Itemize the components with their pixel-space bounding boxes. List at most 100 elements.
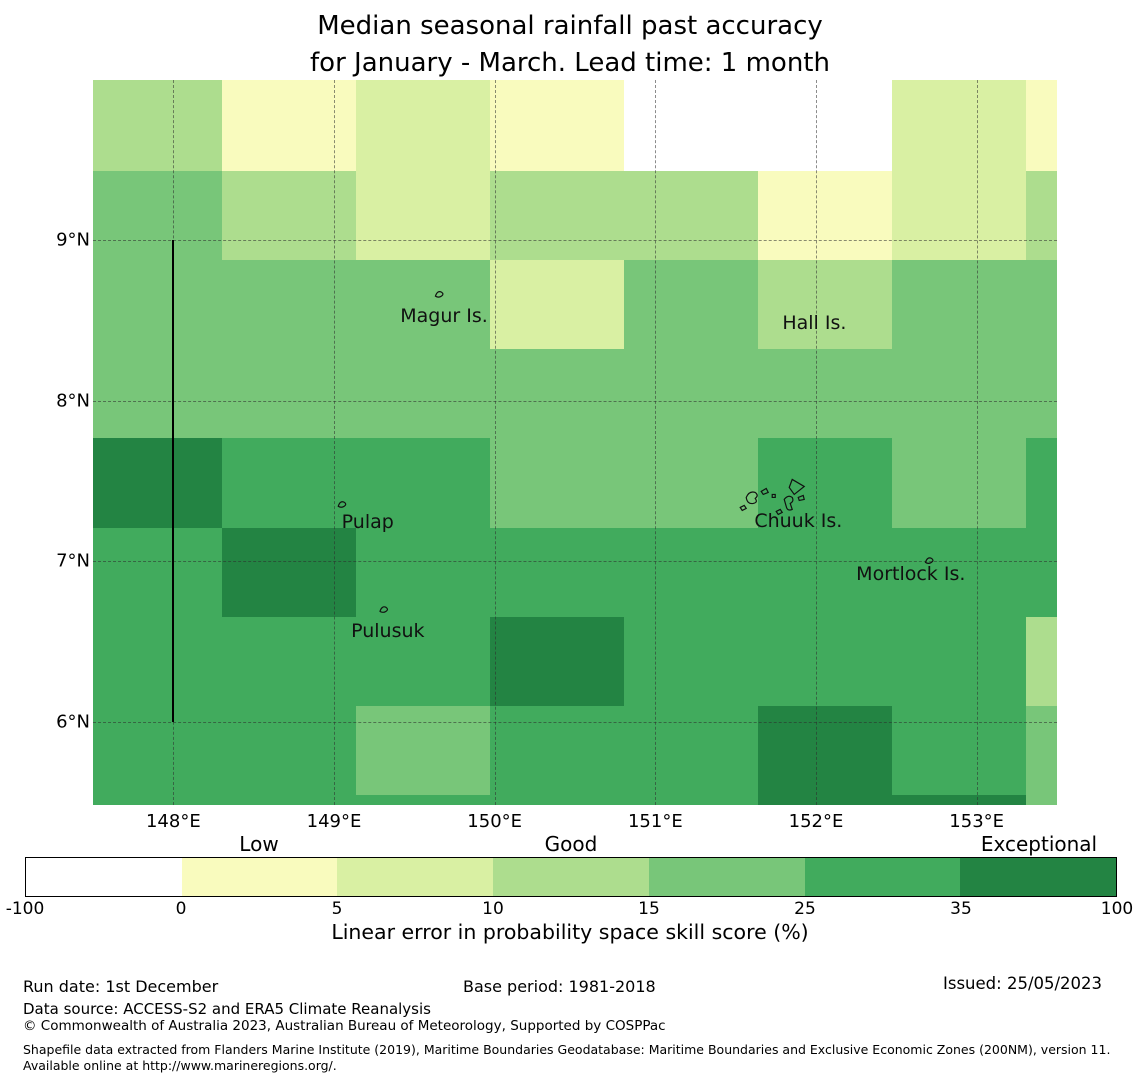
grid-cell: [489, 616, 624, 706]
grid-cell: [758, 171, 893, 261]
grid-cell: [624, 80, 759, 172]
colorbar-segment: [181, 858, 338, 896]
grid-cell: [892, 616, 1027, 706]
grid-cell: [758, 349, 893, 439]
grid-cell: [221, 438, 356, 528]
x-tick-label: 150°E: [467, 811, 523, 832]
grid-cell: [489, 80, 624, 172]
island-label: Pulap: [341, 510, 394, 533]
grid-cell: [624, 527, 759, 617]
data-source-text: Data source: ACCESS-S2 and ERA5 Climate …: [23, 1000, 431, 1018]
island-outlines: [337, 291, 934, 613]
colorbar-segment: [804, 858, 961, 896]
latitude-gridline: [93, 561, 1057, 563]
x-tick-label: 152°E: [788, 811, 844, 832]
base-period-text: Base period: 1981-2018: [463, 977, 656, 996]
grid-cell: [489, 349, 624, 439]
grid-cell: [93, 438, 222, 528]
grid-cell: [221, 171, 356, 261]
grid-cell: [758, 80, 893, 172]
grid-cell: [892, 260, 1027, 350]
grid-cell: [758, 527, 893, 617]
grid-cell: [758, 794, 893, 805]
colorbar-tick-label: 5: [331, 899, 343, 919]
grid-cell: [892, 527, 1027, 617]
grid-cell: [489, 438, 624, 528]
longitude-gridline: [816, 80, 817, 805]
grid-cell: [93, 794, 222, 805]
island-label: Mortlock Is.: [856, 563, 966, 586]
grid-cell: [221, 794, 356, 805]
issued-date-text: Issued: 25/05/2023: [943, 974, 1103, 993]
grid-cell: [1026, 794, 1057, 805]
colorbar-tick-label: 10: [482, 899, 504, 919]
grid-cell: [221, 80, 356, 172]
islet-outline: [379, 606, 389, 613]
grid-cell: [624, 260, 759, 350]
grid-cell: [1026, 80, 1057, 172]
x-tick-label: 149°E: [306, 811, 362, 832]
grid-cell: [624, 616, 759, 706]
island-label: Magur Is.: [400, 304, 488, 327]
chart-title: Median seasonal rainfall past accuracy f…: [0, 8, 1140, 82]
grid-cell: [355, 527, 490, 617]
colorbar-tick-label: 15: [638, 899, 660, 919]
islet-outline: [771, 493, 776, 499]
grid-cell: [624, 794, 759, 805]
islet-outline: [760, 487, 770, 496]
grid-cell: [355, 80, 490, 172]
grid-cell: [355, 171, 490, 261]
colorbar-tick-label: 35: [950, 899, 972, 919]
grid-cell: [221, 349, 356, 439]
latitude-gridline: [93, 240, 1057, 242]
colorbar-axis-label: Linear error in probability space skill …: [331, 920, 809, 944]
grid-cell: [93, 616, 222, 706]
colorbar-segment: [337, 858, 494, 896]
colorbar-tick-label: 100: [1100, 899, 1134, 919]
grid-cell: [624, 171, 759, 261]
map-plot-area: Magur Is. Hall Is. Pulap Chuuk Is. Mortlock …: [93, 80, 1057, 805]
y-tick-label: 6°N: [56, 711, 90, 733]
grid-cell: [93, 705, 222, 795]
grid-cell: [1026, 438, 1057, 528]
island-label: Chuuk Is.: [754, 510, 843, 533]
grid-cell: [758, 616, 893, 706]
island-outline: [745, 491, 758, 505]
latitude-gridline: [93, 721, 1057, 723]
x-tick-label: 151°E: [627, 811, 683, 832]
grid-cell: [355, 616, 490, 706]
longitude-gridline: [655, 80, 657, 805]
island-outline: [783, 495, 794, 511]
grid-cell: [624, 349, 759, 439]
grid-cell: [93, 527, 222, 617]
grid-cell: [221, 705, 356, 795]
grid-cell: [624, 705, 759, 795]
latitude-gridline: [93, 400, 1057, 402]
shapefile-attribution-text: Shapefile data extracted from Flanders M…: [23, 1042, 1111, 1073]
chart-title-line1: Median seasonal rainfall past accuracy: [317, 11, 823, 41]
x-tick-label: 153°E: [949, 811, 1005, 832]
grid-cell: [758, 260, 893, 350]
grid-cell: [355, 794, 490, 805]
grid-cell: [489, 705, 624, 795]
colorbar: [25, 857, 1117, 897]
skill-category-label: Exceptional: [980, 832, 1098, 856]
islet-outline: [434, 291, 444, 298]
grid-cell: [892, 171, 1027, 261]
longitude-gridline: [334, 80, 335, 805]
grid-cell: [892, 794, 1027, 805]
grid-cell: [93, 80, 222, 172]
copyright-text: © Commonwealth of Australia 2023, Austra…: [23, 1018, 666, 1034]
grid-cell: [758, 705, 893, 795]
colorbar-tick-label: 0: [175, 899, 187, 919]
y-tick-label: 7°N: [56, 550, 90, 572]
grid-cell: [892, 80, 1027, 172]
colorbar-tick-label: -100: [5, 899, 45, 919]
grid-cell: [489, 794, 624, 805]
grid-cell: [1026, 616, 1057, 706]
grid-cell: [93, 349, 222, 439]
islet-outline: [797, 494, 805, 502]
islet-outline: [337, 501, 347, 508]
x-tick-label: 148°E: [145, 811, 201, 832]
